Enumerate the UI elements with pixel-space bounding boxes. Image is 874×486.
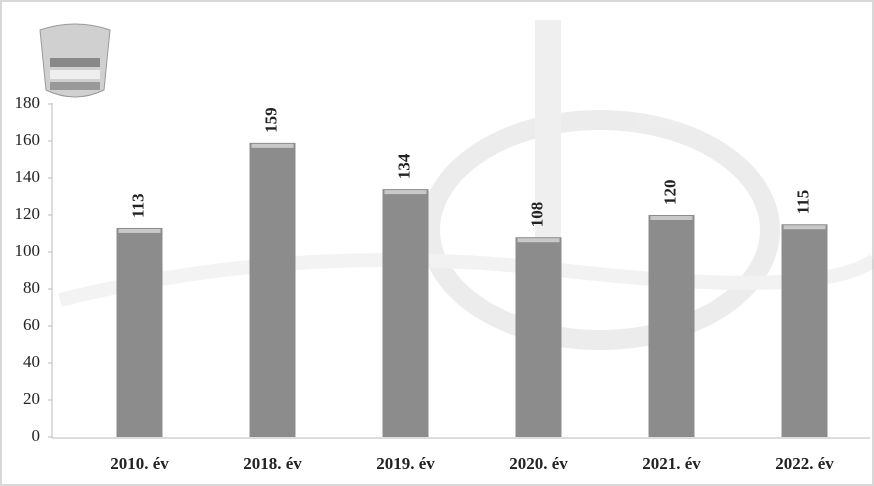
x-tick-label: 2021. év: [642, 454, 701, 473]
watermark-arc: [420, 110, 780, 350]
bar-highlight: [384, 190, 427, 195]
value-label: 115: [793, 190, 812, 215]
x-tick-label: 2020. év: [509, 454, 568, 473]
bar: [781, 224, 828, 437]
y-tick-label: 180: [15, 93, 41, 112]
watermark-tower: [535, 20, 561, 260]
y-tick-label: 60: [23, 315, 40, 334]
x-tick-label: 2019. év: [376, 454, 435, 473]
bar: [515, 237, 562, 437]
y-tick-label: 160: [15, 130, 41, 149]
x-tick-label: 2022. év: [775, 454, 834, 473]
value-label: 159: [261, 107, 280, 133]
logo-stripe: [50, 58, 100, 67]
bar: [116, 227, 163, 437]
y-tick-label: 0: [32, 426, 41, 445]
logo-stripe: [50, 82, 100, 90]
y-tick-label: 40: [23, 352, 40, 371]
y-tick-label: 120: [15, 204, 41, 223]
y-tick-label: 80: [23, 278, 40, 297]
bar: [648, 215, 695, 437]
bar-highlight: [251, 143, 294, 148]
bar: [249, 142, 296, 437]
logo-stripe: [50, 70, 100, 79]
y-tick-label: 100: [15, 241, 41, 260]
value-label: 120: [660, 180, 679, 206]
value-label: 108: [527, 202, 546, 228]
bar-highlight: [783, 225, 826, 230]
bar-highlight: [650, 216, 693, 220]
y-tick-label: 20: [23, 389, 40, 408]
value-label: 113: [128, 193, 147, 218]
bar-highlight: [517, 238, 560, 243]
x-tick-label: 2018. év: [243, 454, 302, 473]
x-tick-label: 2010. év: [110, 454, 169, 473]
value-label: 134: [394, 153, 413, 179]
bar-highlight: [118, 228, 161, 233]
y-tick-label: 140: [15, 167, 41, 186]
logo: [39, 23, 111, 98]
bar: [382, 189, 429, 437]
